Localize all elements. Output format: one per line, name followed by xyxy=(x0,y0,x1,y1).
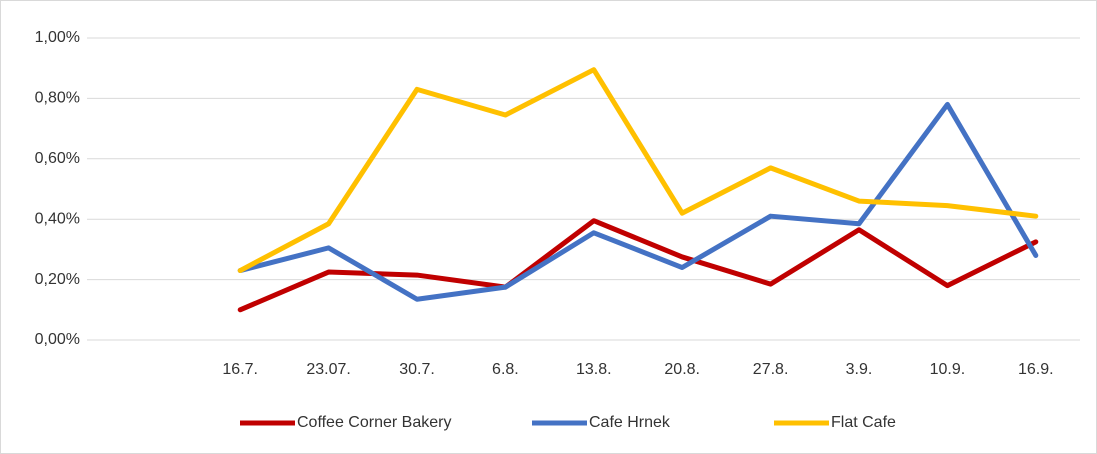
x-tick-label: 10.9. xyxy=(930,361,966,378)
y-tick-label: 0,60% xyxy=(35,150,80,167)
y-tick-label: 1,00% xyxy=(35,29,80,46)
legend-label: Cafe Hrnek xyxy=(589,414,671,431)
x-tick-label: 16.7. xyxy=(222,361,258,378)
x-tick-label: 27.8. xyxy=(753,361,789,378)
x-tick-label: 30.7. xyxy=(399,361,435,378)
x-tick-label: 16.9. xyxy=(1018,361,1054,378)
y-tick-label: 0,20% xyxy=(35,271,80,288)
x-tick-label: 23.07. xyxy=(306,361,350,378)
series-line xyxy=(237,101,1039,302)
y-tick-label: 0,40% xyxy=(35,210,80,227)
x-tick-label: 3.9. xyxy=(846,361,873,378)
legend-label: Flat Cafe xyxy=(831,414,896,431)
x-tick-label: 13.8. xyxy=(576,361,612,378)
legend-label: Coffee Corner Bakery xyxy=(297,414,451,431)
y-tick-label: 0,80% xyxy=(35,90,80,107)
series-line xyxy=(237,67,1039,274)
x-tick-label: 6.8. xyxy=(492,361,519,378)
y-tick-label: 0,00% xyxy=(35,331,80,348)
x-tick-label: 20.8. xyxy=(664,361,700,378)
